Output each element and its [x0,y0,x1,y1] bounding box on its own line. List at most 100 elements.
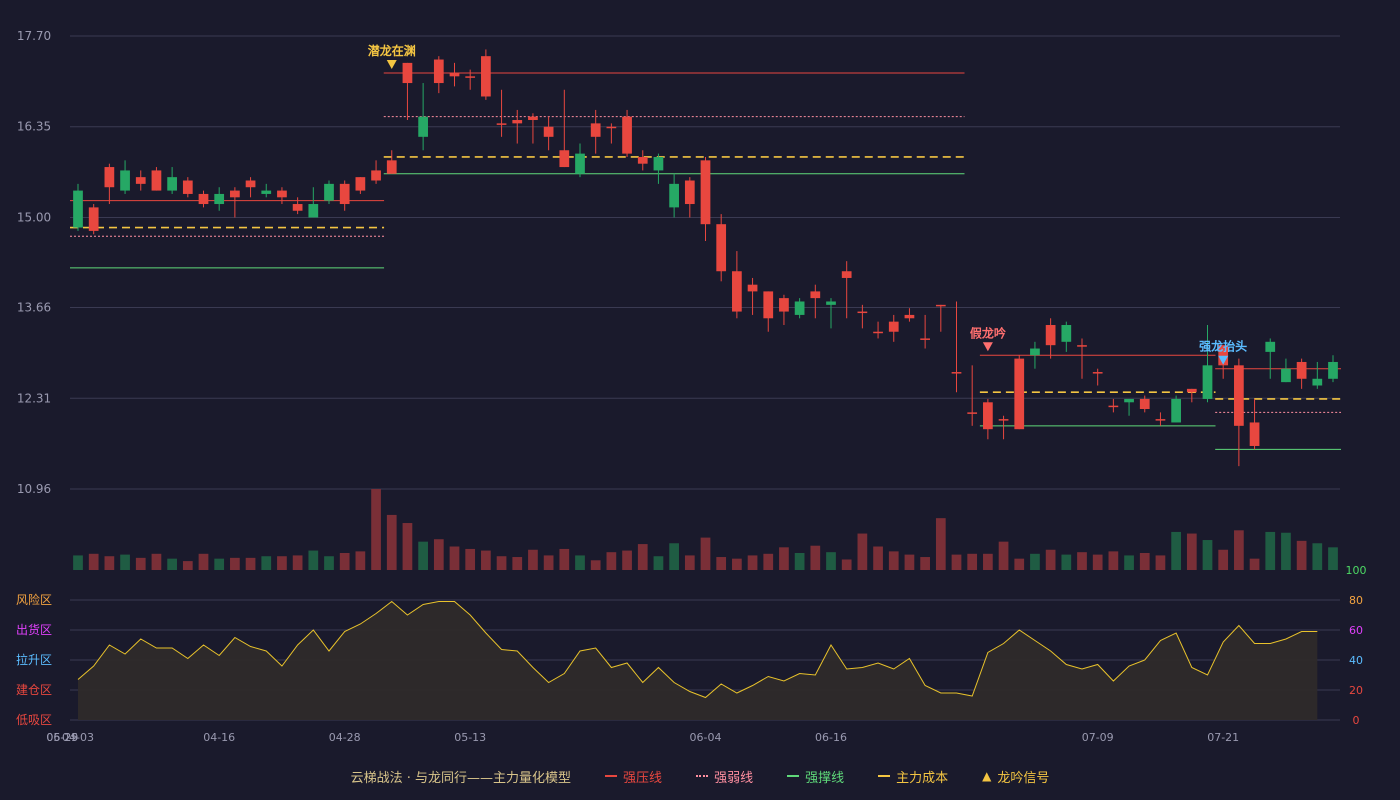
volume-bar [245,557,256,570]
y-tick-label: 10.96 [17,482,51,496]
volume-bar [1108,551,1119,570]
candle-body [716,224,727,272]
volume-bar [622,550,632,570]
legend-swatch [696,775,709,777]
legend-label: 主力成本 [896,770,949,786]
volume-bar [465,548,476,570]
candle-body [590,123,601,137]
candle-body [496,123,507,125]
volume-bar [747,555,758,570]
zone-label: 风险区 [16,592,52,607]
candle-body [371,170,381,181]
volume-bar [230,557,240,570]
candle-body [104,167,115,188]
volume-bar [512,557,523,570]
volume-bar [371,489,381,570]
volume-bar [700,537,711,570]
candle-body [120,170,130,191]
candle-body [277,190,287,198]
candle-body [261,190,272,194]
volume-bar [1249,558,1260,570]
candle-body [1014,358,1025,430]
candle-body [433,59,444,84]
candle-body [935,304,946,307]
osc-y-tick-label: 100 [1346,564,1367,577]
osc-y-tick-label: 0 [1353,714,1360,727]
candle-body [669,183,679,208]
legend-item-support[interactable]: 强撑线 [787,767,844,786]
x-tick-label: 05-25 [46,731,78,744]
volume-bar [1328,547,1338,570]
volume-bar [653,556,664,570]
candle-body [1296,361,1307,379]
candle-body [355,177,366,191]
candle-body [1061,325,1072,342]
volume-bar [794,552,805,570]
x-tick-label: 04-28 [329,731,361,744]
volume-bar [559,548,570,570]
candle-body [873,331,883,334]
volume-bar [339,552,350,570]
y-tick-label: 15.00 [17,210,51,224]
legend-item-cost[interactable]: 主力成本 [878,767,948,786]
volume-bar [1171,531,1181,570]
volume-bar [841,559,852,570]
candle-body [1312,378,1323,386]
candle-body [167,177,177,191]
volume-bar [292,555,303,570]
volume-bar [826,552,836,570]
candle-body [1108,405,1119,408]
candle-body [998,419,1009,421]
legend-item-resistance[interactable]: 强压线 [605,767,662,786]
candle-body [904,314,915,319]
zone-label: 建仓区 [16,683,52,697]
y-tick-label: 12.31 [17,391,51,405]
candle-body [481,56,491,97]
volume-bar [1265,531,1276,570]
x-tick-label: 06-16 [815,731,847,744]
candle-body [575,153,585,174]
volume-bar [277,556,287,570]
volume-bar [1139,552,1150,570]
signal-arrow-icon [386,59,397,69]
candle-body [308,204,319,218]
volume-bar [261,556,272,570]
legend-label: 强压线 [623,770,663,786]
candle-body [1171,398,1181,423]
legend-item-signal[interactable]: ▲ 龙吟信号 [982,767,1049,786]
volume-bar [637,544,648,570]
legend-item-strength[interactable]: 强弱线 [696,767,753,786]
volume-bar [481,550,491,570]
x-axis: 04-03 04-16 04-28 05-13 05-25 06-04 06-16 06-29… [46,731,1239,744]
volume-bar [669,543,679,570]
x-tick-label: 06-29 [46,731,78,744]
volume-bar [1077,552,1087,570]
volume-bar [920,557,930,570]
candle-body [1234,365,1244,426]
candle-body [386,160,397,174]
candle-body [1139,398,1150,410]
volume-bar [779,547,789,570]
volume-bar [1124,555,1134,570]
legend-swatch [605,775,618,777]
volume-bar [308,550,319,570]
volume-bar [1061,554,1072,570]
volume-bar [1281,532,1291,570]
volume-bar [684,555,695,570]
y-tick-label: 17.70 [17,29,51,43]
candle-body [700,160,711,225]
candle-body [920,338,930,340]
x-tick-label: 04-16 [203,731,235,744]
candle-body [637,156,648,164]
candle-body [857,311,868,314]
candle-body [1045,325,1056,346]
candle-body [983,402,993,430]
volume-bars [73,489,1338,570]
legend-label: 强弱线 [714,770,754,786]
candle-body [543,126,554,137]
volume-bar [873,546,883,570]
candle-body [1328,361,1338,379]
legend-label: 强撑线 [805,770,845,786]
